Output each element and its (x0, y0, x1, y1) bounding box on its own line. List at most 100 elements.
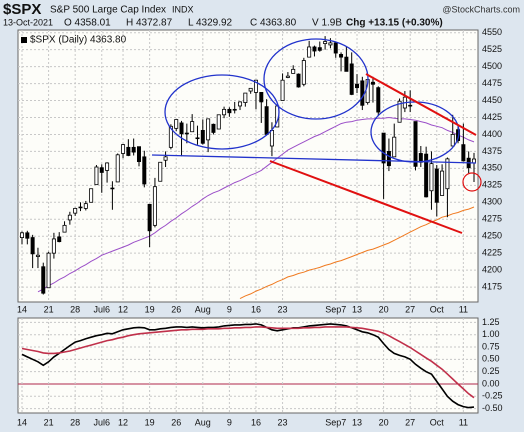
y-tick-label: 4250 (482, 231, 502, 241)
candle-body (434, 168, 439, 203)
candle-body (227, 108, 232, 114)
volume: V 1.9B (312, 18, 342, 29)
y-tick-label: 0.50 (482, 354, 500, 364)
x-tick-label: 16 (251, 304, 261, 314)
main-panel (17, 29, 479, 303)
series-line (21, 326, 475, 399)
candle-body (142, 156, 147, 185)
candle-body (206, 118, 211, 141)
close: C 4363.80 (250, 18, 297, 29)
candle-body (280, 79, 285, 101)
y-tick-label: 4275 (482, 214, 502, 224)
candle-body (126, 146, 131, 156)
candle-body (296, 73, 301, 88)
watermark: @StockCharts.com (442, 4, 520, 14)
change: Chg +13.15 (+0.30%) (346, 18, 443, 29)
candle-body (115, 154, 120, 183)
y-tick-label: 4500 (482, 61, 502, 71)
candle-body (136, 146, 141, 162)
candle-body (89, 188, 94, 203)
candle-body (339, 54, 344, 58)
candle-body (232, 108, 237, 111)
y-tick-label: 4375 (482, 146, 502, 156)
candle-body (248, 87, 253, 92)
y-tick-label: 4525 (482, 44, 502, 54)
y-tick-label: 4200 (482, 264, 502, 274)
y-tick-label: 4175 (482, 281, 502, 291)
candle-body (253, 79, 258, 93)
candle-body (94, 166, 99, 186)
trend-line (269, 160, 463, 234)
candle-body (376, 87, 381, 113)
exchange: INDX (172, 4, 194, 14)
legend-swatch (21, 37, 27, 43)
open: O 4358.01 (64, 18, 111, 29)
candle-body (408, 104, 413, 107)
x-tick-label: Oct (430, 304, 445, 314)
x-tick-label: Aug (195, 417, 211, 427)
candle-body (83, 203, 88, 209)
candle-body (195, 137, 200, 140)
candle-body (20, 232, 24, 238)
y-tick-label: -0.50 (482, 403, 503, 413)
low: L 4329.92 (188, 18, 233, 29)
candle-body (184, 132, 189, 135)
candle-body (355, 83, 360, 89)
y-tick-label: 1.00 (482, 329, 500, 339)
y-tick-label: 4450 (482, 95, 502, 105)
x-tick-label: 27 (405, 304, 415, 314)
candle-body (216, 114, 221, 130)
candle-body (62, 224, 67, 233)
support-line (151, 154, 477, 164)
x-tick-label: Sep7 (325, 417, 346, 427)
trend-line (365, 73, 477, 136)
candle-body (445, 158, 450, 190)
index-name: S&P 500 Large Cap Index (50, 5, 166, 16)
x-tick-label: Jul6 (94, 304, 111, 314)
annotations (151, 38, 477, 164)
candle-body (121, 144, 126, 154)
candle-body (413, 121, 418, 167)
candle-body (147, 203, 152, 232)
y-tick-label: 4550 (482, 27, 502, 37)
candle-body (105, 162, 110, 171)
x-tick-label: 16 (251, 417, 261, 427)
circle-annotation (263, 38, 369, 120)
y-tick-label: 0.00 (482, 378, 500, 388)
candle-body (418, 153, 423, 163)
x-tick-label: 21 (44, 304, 54, 314)
x-tick-label: Aug (195, 304, 211, 314)
plot: 4175 4200 4225 4250 4275 4300 4325 4350 4375 4400… (17, 27, 503, 427)
candle-body (179, 122, 184, 135)
candle-body (456, 129, 461, 141)
candle-body (312, 46, 317, 52)
y-tick-label: 4400 (482, 129, 502, 139)
y-tick-label: 4350 (482, 163, 502, 173)
candle-body (461, 144, 466, 162)
candle-body (370, 81, 375, 85)
x-tick-label: 26 (171, 304, 181, 314)
candle-body (99, 167, 104, 173)
candle-body (317, 47, 322, 51)
candle-body (328, 42, 333, 46)
x-tick-label: 21 (44, 417, 54, 427)
x-tick-label: 28 (70, 417, 80, 427)
candle-body (397, 100, 402, 123)
candle-body (429, 163, 434, 192)
date: 13-Oct-2021 (3, 17, 53, 27)
candle-body (381, 132, 386, 164)
candle-body (392, 136, 397, 158)
x-tick-label: 12 (118, 304, 128, 314)
legend-entry: $SPX (Daily) 4363.80 (30, 35, 127, 46)
candle-body (174, 119, 179, 129)
lower-panel (17, 317, 479, 414)
x-tick-label: 19 (145, 417, 155, 427)
x-tick-label: 28 (70, 304, 80, 314)
y-tick-label: 4300 (482, 197, 502, 207)
candle-body (67, 214, 72, 221)
candle-body (131, 146, 136, 153)
candle-body (323, 41, 328, 44)
candle-body (200, 129, 205, 144)
candle-body (211, 123, 216, 133)
